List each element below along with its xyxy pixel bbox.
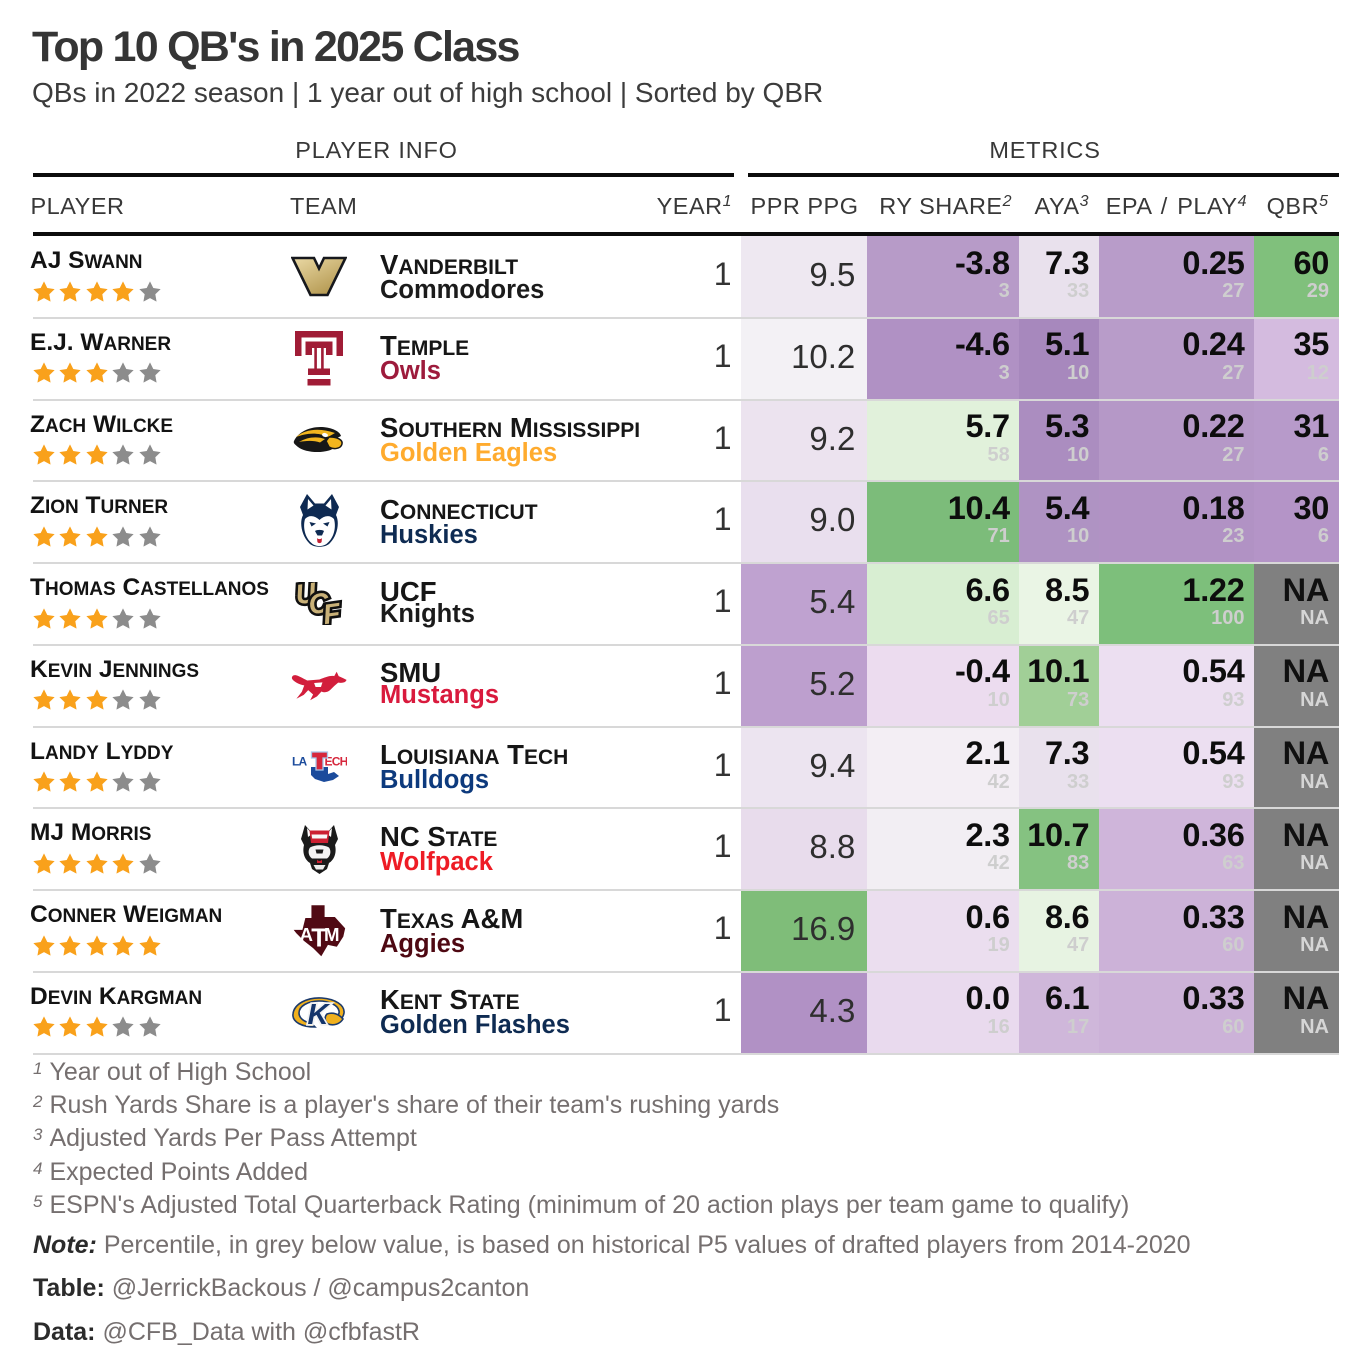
svg-text:ECH: ECH [325,755,348,769]
svg-text:T: T [311,925,327,953]
svg-text:U: U [294,582,319,610]
svg-text:K: K [308,999,331,1030]
svg-text:LA: LA [292,755,308,769]
svg-text:A: A [299,924,312,945]
svg-text:M: M [324,924,340,945]
svg-text:F: F [321,597,343,625]
